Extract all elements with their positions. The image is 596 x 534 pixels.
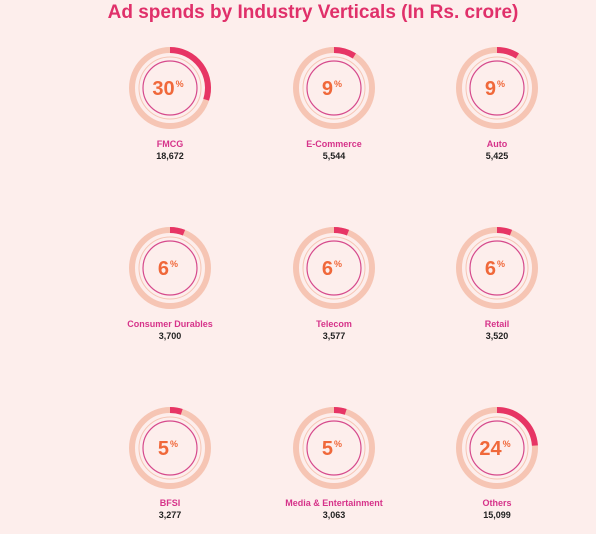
donut-inner-ring xyxy=(306,240,362,296)
donut-guide-ring xyxy=(138,56,202,120)
category-value: 15,099 xyxy=(483,510,511,520)
category-value: 3,520 xyxy=(486,331,509,341)
donut-value-arc xyxy=(496,227,513,236)
category-value: 3,700 xyxy=(159,331,182,341)
donut-inner-ring xyxy=(142,240,198,296)
percent-sign: % xyxy=(334,79,342,89)
percent-value: 6 xyxy=(485,258,496,280)
percent-value: 5 xyxy=(158,438,169,460)
percent-label: 30% xyxy=(152,78,183,100)
donut-inner-ring xyxy=(469,240,525,296)
category-label: BFSI xyxy=(160,498,181,508)
category-label: Others xyxy=(482,498,511,508)
donut-inner-ring xyxy=(142,420,198,476)
percent-sign: % xyxy=(503,439,511,449)
percent-value: 6 xyxy=(158,258,169,280)
chart-title: Ad spends by Industry Verticals (In Rs. … xyxy=(107,2,519,23)
category-label: FMCG xyxy=(157,139,184,149)
donut-item: 9% E-Commerce 5,544 xyxy=(293,47,375,161)
category-value: 18,672 xyxy=(156,151,184,161)
donut-value-arc xyxy=(169,227,186,236)
donut-value-arc xyxy=(496,47,519,59)
percent-value: 30 xyxy=(152,78,174,100)
percent-label: 24% xyxy=(479,438,510,460)
category-value: 5,544 xyxy=(323,151,346,161)
percent-sign: % xyxy=(170,259,178,269)
donut-item: 5% BFSI 3,277 xyxy=(129,407,211,520)
donut-item: 6% Consumer Durables 3,700 xyxy=(127,227,213,341)
category-value: 3,277 xyxy=(159,510,182,520)
category-label: Consumer Durables xyxy=(127,319,213,329)
percent-value: 24 xyxy=(479,438,502,460)
category-value: 3,063 xyxy=(323,510,346,520)
percent-label: 9% xyxy=(322,78,342,100)
donut-inner-ring xyxy=(306,60,362,116)
percent-label: 5% xyxy=(322,438,342,460)
donut-guide-ring xyxy=(465,236,529,300)
donut-item: 9% Auto 5,425 xyxy=(456,47,538,161)
category-label: Retail xyxy=(485,319,510,329)
percent-sign: % xyxy=(497,79,505,89)
donut-value-arc xyxy=(169,47,211,101)
donut-inner-ring xyxy=(142,60,198,116)
donut-inner-ring xyxy=(306,420,362,476)
percent-value: 9 xyxy=(322,78,333,100)
donut-guide-ring xyxy=(138,236,202,300)
donut-inner-ring xyxy=(469,420,525,476)
category-label: E-Commerce xyxy=(306,139,362,149)
category-label: Media & Entertainment xyxy=(285,498,383,508)
donut-guide-ring xyxy=(302,56,366,120)
donut-guide-ring xyxy=(465,56,529,120)
donut-value-arc xyxy=(169,407,183,415)
percent-value: 9 xyxy=(485,78,496,100)
percent-sign: % xyxy=(170,439,178,449)
percent-value: 5 xyxy=(322,438,333,460)
percent-label: 6% xyxy=(158,258,178,280)
percent-sign: % xyxy=(334,439,342,449)
donut-item: 30% FMCG 18,672 xyxy=(129,47,211,161)
percent-sign: % xyxy=(497,259,505,269)
category-label: Auto xyxy=(487,139,508,149)
percent-value: 6 xyxy=(322,258,333,280)
percent-label: 5% xyxy=(158,438,178,460)
category-value: 5,425 xyxy=(486,151,509,161)
donut-guide-ring xyxy=(302,416,366,480)
donut-value-arc xyxy=(333,227,350,236)
category-value: 3,577 xyxy=(323,331,346,341)
donut-guide-ring xyxy=(302,236,366,300)
percent-sign: % xyxy=(176,79,184,89)
donut-item: 6% Retail 3,520 xyxy=(456,227,538,341)
percent-label: 6% xyxy=(322,258,342,280)
percent-sign: % xyxy=(334,259,342,269)
donut-guide-ring xyxy=(465,416,529,480)
donut-item: 5% Media & Entertainment 3,063 xyxy=(285,407,383,520)
donut-inner-ring xyxy=(469,60,525,116)
donut-item: 24% Others 15,099 xyxy=(456,407,538,520)
donut-value-arc xyxy=(333,407,347,415)
donut-guide-ring xyxy=(138,416,202,480)
category-label: Telecom xyxy=(316,319,352,329)
percent-label: 6% xyxy=(485,258,505,280)
donut-value-arc xyxy=(496,407,538,446)
donut-value-arc xyxy=(333,47,356,59)
donut-item: 6% Telecom 3,577 xyxy=(293,227,375,341)
percent-label: 9% xyxy=(485,78,505,100)
